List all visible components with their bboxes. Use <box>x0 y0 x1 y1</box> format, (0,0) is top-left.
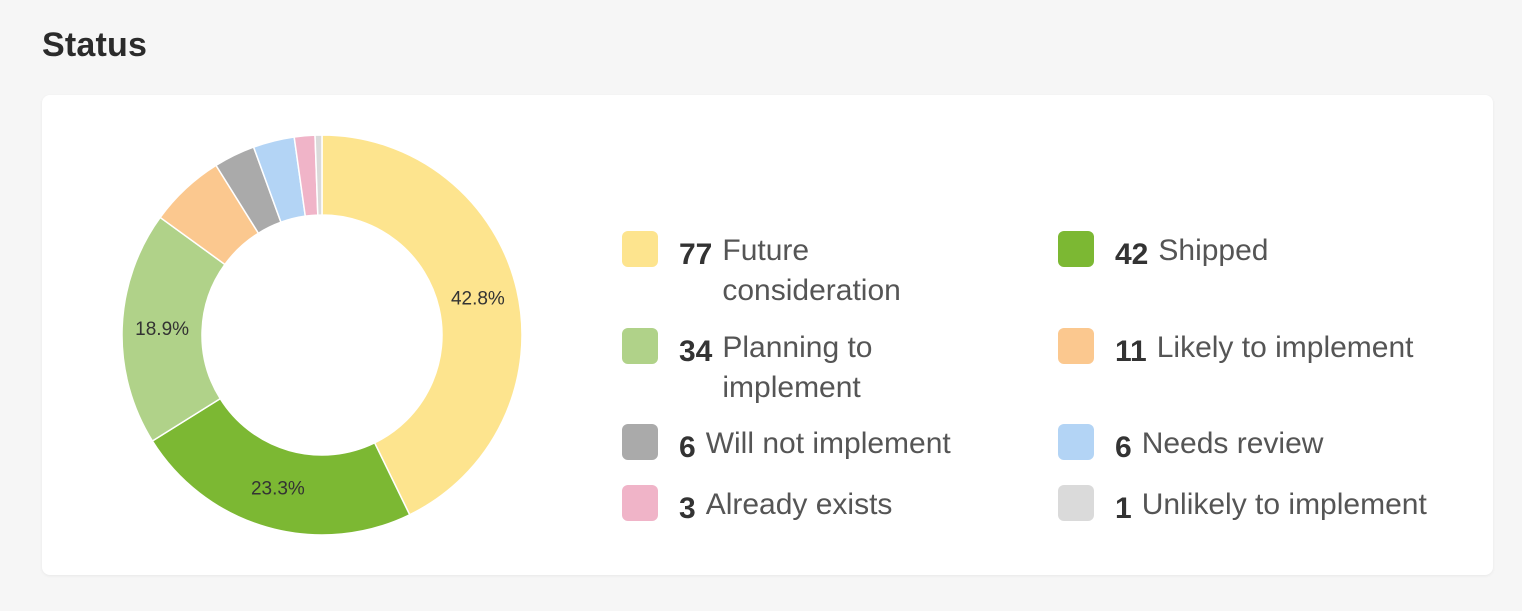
legend-label: Future consideration <box>722 231 900 311</box>
legend-count: 77 <box>679 238 713 271</box>
legend-label-line1: Future <box>722 234 810 267</box>
legend-label-line2: consideration <box>722 274 901 307</box>
legend-item-will-not-implement[interactable]: 6 Will not implement <box>622 424 951 468</box>
legend-label: Planning to implement <box>722 328 872 408</box>
legend-item-already-exists[interactable]: 3 Already exists <box>622 485 892 529</box>
legend-swatch <box>622 328 658 364</box>
legend-count: 11 <box>1115 335 1147 368</box>
legend-count: 6 <box>679 431 696 464</box>
legend-label: Will not implement <box>705 427 951 460</box>
legend-count: 42 <box>1115 238 1149 271</box>
donut-slice-shipped[interactable] <box>151 397 411 535</box>
legend-label: Likely to implement <box>1156 331 1414 364</box>
legend-swatch <box>622 231 658 267</box>
legend-swatch <box>622 485 658 521</box>
donut-data-label: 18.9% <box>135 319 189 340</box>
legend-count: 6 <box>1115 431 1132 464</box>
legend-label: Already exists <box>705 488 893 521</box>
legend-swatch <box>622 424 658 460</box>
legend-item-planning-to-implement[interactable]: 34 Planning to implement <box>622 328 873 408</box>
section-title: Status <box>42 26 148 64</box>
legend-label-line1: Planning to <box>722 331 873 364</box>
legend-swatch <box>1058 485 1094 521</box>
legend-label: Needs review <box>1141 427 1324 460</box>
donut-slice-future-consideration[interactable] <box>321 135 522 516</box>
legend-swatch <box>1058 328 1094 364</box>
legend-label: Shipped <box>1158 234 1269 267</box>
legend-count: 3 <box>679 492 696 525</box>
donut-slice-planning-to-implement[interactable] <box>122 216 226 443</box>
legend-item-likely-to-implement[interactable]: 11 Likely to implement <box>1058 328 1414 372</box>
donut-data-label: 42.8% <box>451 289 505 310</box>
legend-label: Unlikely to implement <box>1141 488 1427 521</box>
legend-item-unlikely-to-implement[interactable]: 1 Unlikely to implement <box>1058 485 1427 529</box>
legend-label-line2: implement <box>722 371 861 404</box>
legend-count: 34 <box>679 335 713 368</box>
legend-swatch <box>1058 231 1094 267</box>
donut-data-label: 23.3% <box>251 478 305 499</box>
legend-item-future-consideration[interactable]: 77 Future consideration <box>622 231 901 311</box>
status-donut-chart: 42.8% 23.3% 18.9% <box>122 135 522 535</box>
donut-slice-unlikely-to-implement[interactable] <box>314 135 323 216</box>
legend-count: 1 <box>1115 492 1132 525</box>
legend-swatch <box>1058 424 1094 460</box>
legend-item-needs-review[interactable]: 6 Needs review <box>1058 424 1323 468</box>
legend-item-shipped[interactable]: 42 Shipped <box>1058 231 1268 275</box>
